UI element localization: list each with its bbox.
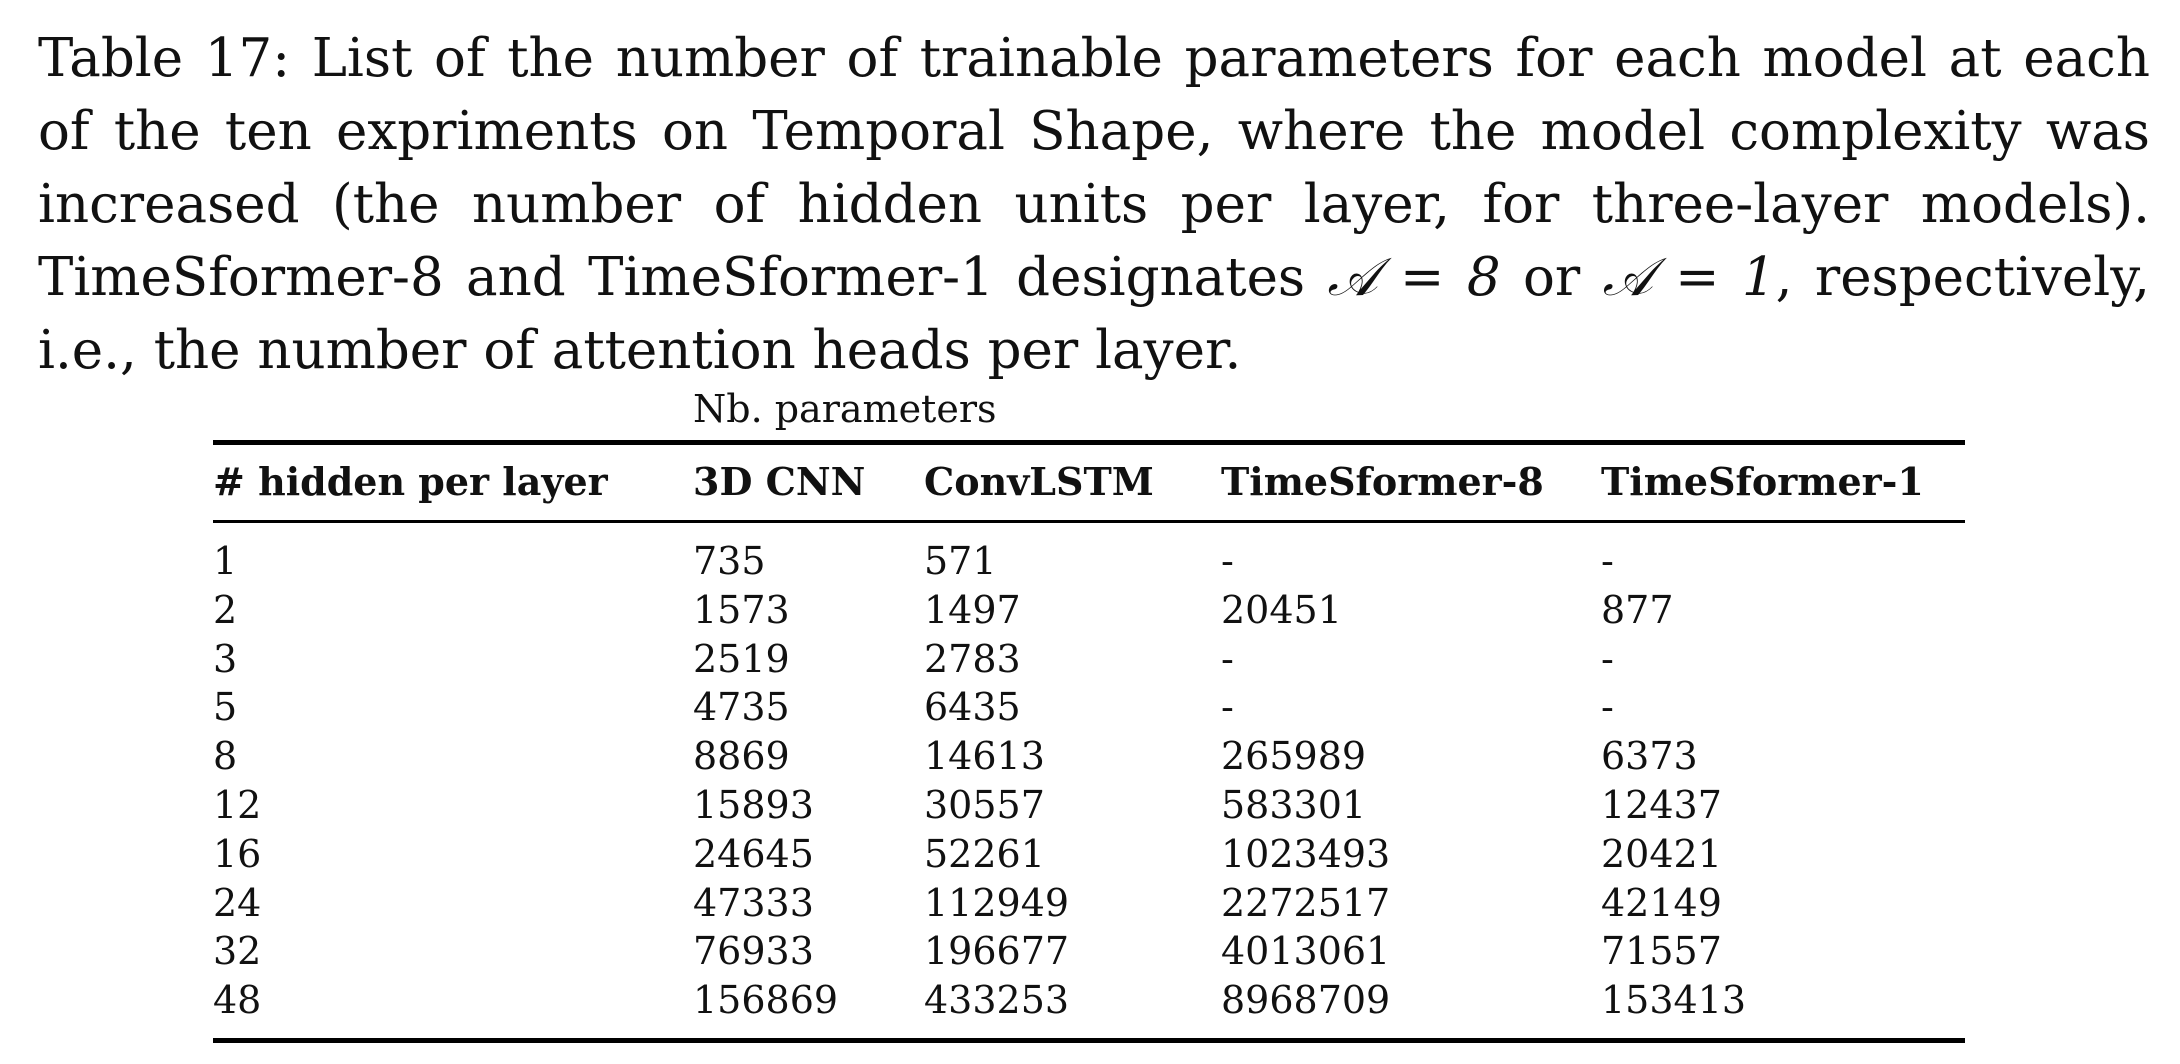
- table-top-rule: [213, 440, 1965, 445]
- cell-3d-cnn: 15893: [693, 782, 814, 827]
- cell-hidden: 32: [213, 929, 262, 974]
- cell-3d-cnn: 2519: [693, 636, 790, 681]
- table-header-rule: [213, 520, 1965, 523]
- cell-3d-cnn: 76933: [693, 929, 814, 974]
- cell-3d-cnn: 47333: [693, 880, 814, 925]
- table-row: 2 1573 1497 20451 877: [0, 586, 2180, 635]
- cell-convlstm: 6435: [924, 685, 1021, 730]
- table-row: 12 15893 30557 583301 12437: [0, 781, 2180, 830]
- cell-hidden: 3: [213, 636, 238, 681]
- header-timesformer-1: TimeSformer-1: [1601, 459, 1924, 504]
- cell-timesformer-1: 6373: [1601, 734, 1698, 779]
- cell-timesformer-8: 20451: [1221, 587, 1342, 632]
- table-row: 16 24645 52261 1023493 20421: [0, 830, 2180, 879]
- cell-convlstm: 433253: [924, 978, 1070, 1023]
- table-bottom-rule: [213, 1038, 1965, 1043]
- cell-timesformer-1: 12437: [1601, 782, 1722, 827]
- caption-math-a-equals-8: 𝒜 = 8: [1327, 247, 1501, 308]
- cell-3d-cnn: 4735: [693, 685, 790, 730]
- cell-3d-cnn: 156869: [693, 978, 839, 1023]
- cell-convlstm: 571: [924, 539, 997, 583]
- cell-timesformer-8: 2272517: [1221, 880, 1391, 925]
- cell-timesformer-1: 153413: [1601, 978, 1747, 1023]
- table-row: 24 47333 112949 2272517 42149: [0, 879, 2180, 928]
- header-timesformer-8: TimeSformer-8: [1221, 459, 1544, 504]
- cell-convlstm: 30557: [924, 782, 1045, 827]
- cell-timesformer-8: 1023493: [1221, 831, 1391, 876]
- table-caption: Table 17: List of the number of trainabl…: [38, 22, 2150, 387]
- cell-timesformer-8: 583301: [1221, 782, 1367, 827]
- table-row: 5 4735 6435 - -: [0, 683, 2180, 732]
- cell-hidden: 1: [213, 539, 238, 583]
- cell-timesformer-1: 877: [1601, 587, 1674, 632]
- cell-hidden: 2: [213, 587, 238, 632]
- cell-convlstm: 52261: [924, 831, 1045, 876]
- cell-timesformer-8: 8968709: [1221, 978, 1391, 1023]
- column-group-label: Nb. parameters: [693, 387, 997, 431]
- cell-hidden: 16: [213, 831, 262, 876]
- cell-hidden: 12: [213, 782, 262, 827]
- cell-timesformer-1: 20421: [1601, 831, 1722, 876]
- cell-timesformer-8: 265989: [1221, 734, 1367, 779]
- cell-3d-cnn: 1573: [693, 587, 790, 632]
- cell-3d-cnn: 24645: [693, 831, 814, 876]
- cell-timesformer-1: -: [1601, 539, 1614, 583]
- table-row: 8 8869 14613 265989 6373: [0, 732, 2180, 781]
- cell-timesformer-8: -: [1221, 539, 1234, 583]
- cell-convlstm: 1497: [924, 587, 1021, 632]
- cell-timesformer-1: 71557: [1601, 929, 1722, 974]
- caption-math-a-equals-1: 𝒜 = 1: [1602, 247, 1776, 308]
- cell-convlstm: 2783: [924, 636, 1021, 681]
- cell-timesformer-8: -: [1221, 636, 1234, 681]
- cell-3d-cnn: 735: [693, 539, 766, 583]
- caption-text-between-math: or: [1500, 247, 1603, 308]
- header-3d-cnn: 3D CNN: [693, 459, 866, 504]
- cell-hidden: 24: [213, 880, 262, 925]
- table-row: 3 2519 2783 - -: [0, 635, 2180, 684]
- cell-timesformer-1: -: [1601, 636, 1614, 681]
- cell-timesformer-1: -: [1601, 685, 1614, 730]
- cell-hidden: 5: [213, 685, 238, 730]
- cell-convlstm: 112949: [924, 880, 1070, 925]
- cell-hidden: 8: [213, 734, 238, 779]
- table-row: 32 76933 196677 4013061 71557: [0, 927, 2180, 976]
- cell-convlstm: 196677: [924, 929, 1070, 974]
- cell-hidden: 48: [213, 978, 262, 1023]
- table-header-row: # hidden per layer 3D CNN ConvLSTM TimeS…: [0, 455, 2180, 509]
- caption-text-before-math: Table 17: List of the number of trainabl…: [38, 28, 2150, 308]
- header-hidden-per-layer: # hidden per layer: [213, 459, 608, 504]
- cell-timesformer-8: -: [1221, 685, 1234, 730]
- cell-timesformer-8: 4013061: [1221, 929, 1391, 974]
- table-row: 1 735 571 - -: [0, 537, 2180, 586]
- cell-convlstm: 14613: [924, 734, 1045, 779]
- table-row: 48 156869 433253 8968709 153413: [0, 976, 2180, 1025]
- cell-timesformer-1: 42149: [1601, 880, 1722, 925]
- caption-text-after-math: , respectively, i.e., the number of atte…: [38, 247, 2150, 381]
- cell-3d-cnn: 8869: [693, 734, 790, 779]
- table-body: 1 735 571 - - 2 1573 1497 20451 877 3 25…: [0, 537, 2180, 1025]
- header-convlstm: ConvLSTM: [924, 459, 1154, 504]
